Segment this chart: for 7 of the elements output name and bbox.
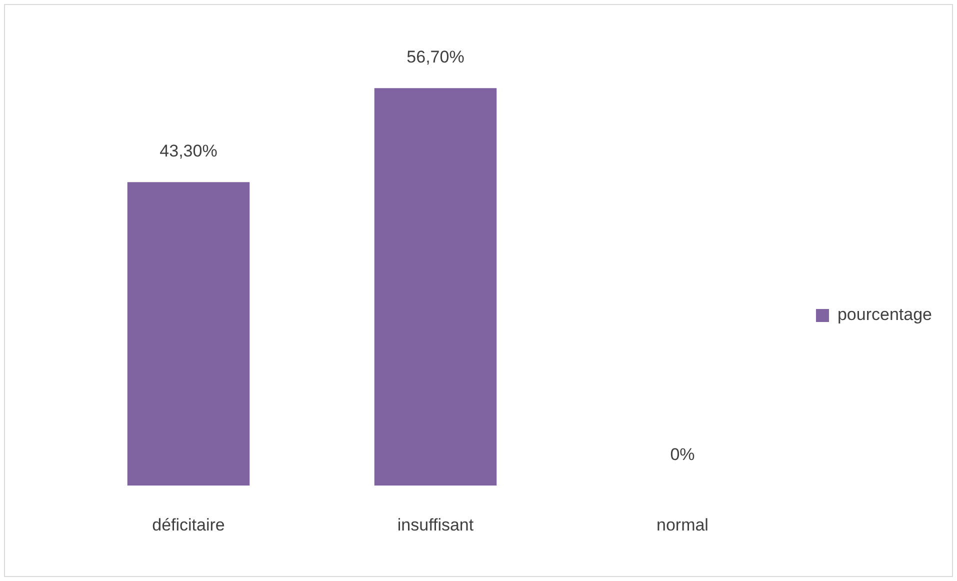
data-label: 0% bbox=[670, 444, 695, 464]
data-label: 56,70% bbox=[406, 47, 464, 66]
x-tick-label: normal bbox=[656, 515, 708, 534]
x-tick-label: insuffisant bbox=[397, 515, 474, 534]
legend-label: pourcentage bbox=[837, 305, 932, 324]
x-tick-label: déficitaire bbox=[152, 515, 225, 534]
data-label: 43,30% bbox=[160, 141, 218, 160]
